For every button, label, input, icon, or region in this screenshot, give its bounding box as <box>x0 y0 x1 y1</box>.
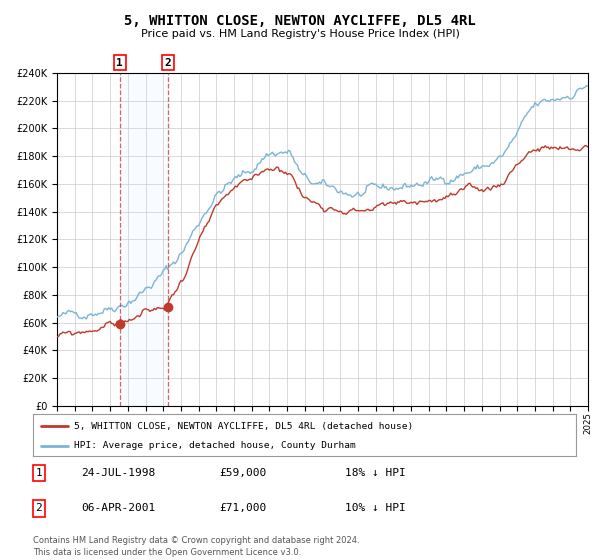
Text: 2: 2 <box>35 503 43 514</box>
Text: 5, WHITTON CLOSE, NEWTON AYCLIFFE, DL5 4RL (detached house): 5, WHITTON CLOSE, NEWTON AYCLIFFE, DL5 4… <box>74 422 413 431</box>
Text: 06-APR-2001: 06-APR-2001 <box>81 503 155 514</box>
Text: £71,000: £71,000 <box>219 503 266 514</box>
Text: Contains HM Land Registry data © Crown copyright and database right 2024.
This d: Contains HM Land Registry data © Crown c… <box>33 536 359 557</box>
Bar <box>120 73 168 406</box>
Text: 24-JUL-1998: 24-JUL-1998 <box>81 468 155 478</box>
Text: 18% ↓ HPI: 18% ↓ HPI <box>345 468 406 478</box>
Text: £59,000: £59,000 <box>219 468 266 478</box>
Text: 10% ↓ HPI: 10% ↓ HPI <box>345 503 406 514</box>
Text: 5, WHITTON CLOSE, NEWTON AYCLIFFE, DL5 4RL: 5, WHITTON CLOSE, NEWTON AYCLIFFE, DL5 4… <box>124 14 476 28</box>
Text: HPI: Average price, detached house, County Durham: HPI: Average price, detached house, Coun… <box>74 441 355 450</box>
Text: Price paid vs. HM Land Registry's House Price Index (HPI): Price paid vs. HM Land Registry's House … <box>140 29 460 39</box>
Text: 1: 1 <box>35 468 43 478</box>
Text: 2: 2 <box>164 58 172 68</box>
Text: 1: 1 <box>116 58 123 68</box>
